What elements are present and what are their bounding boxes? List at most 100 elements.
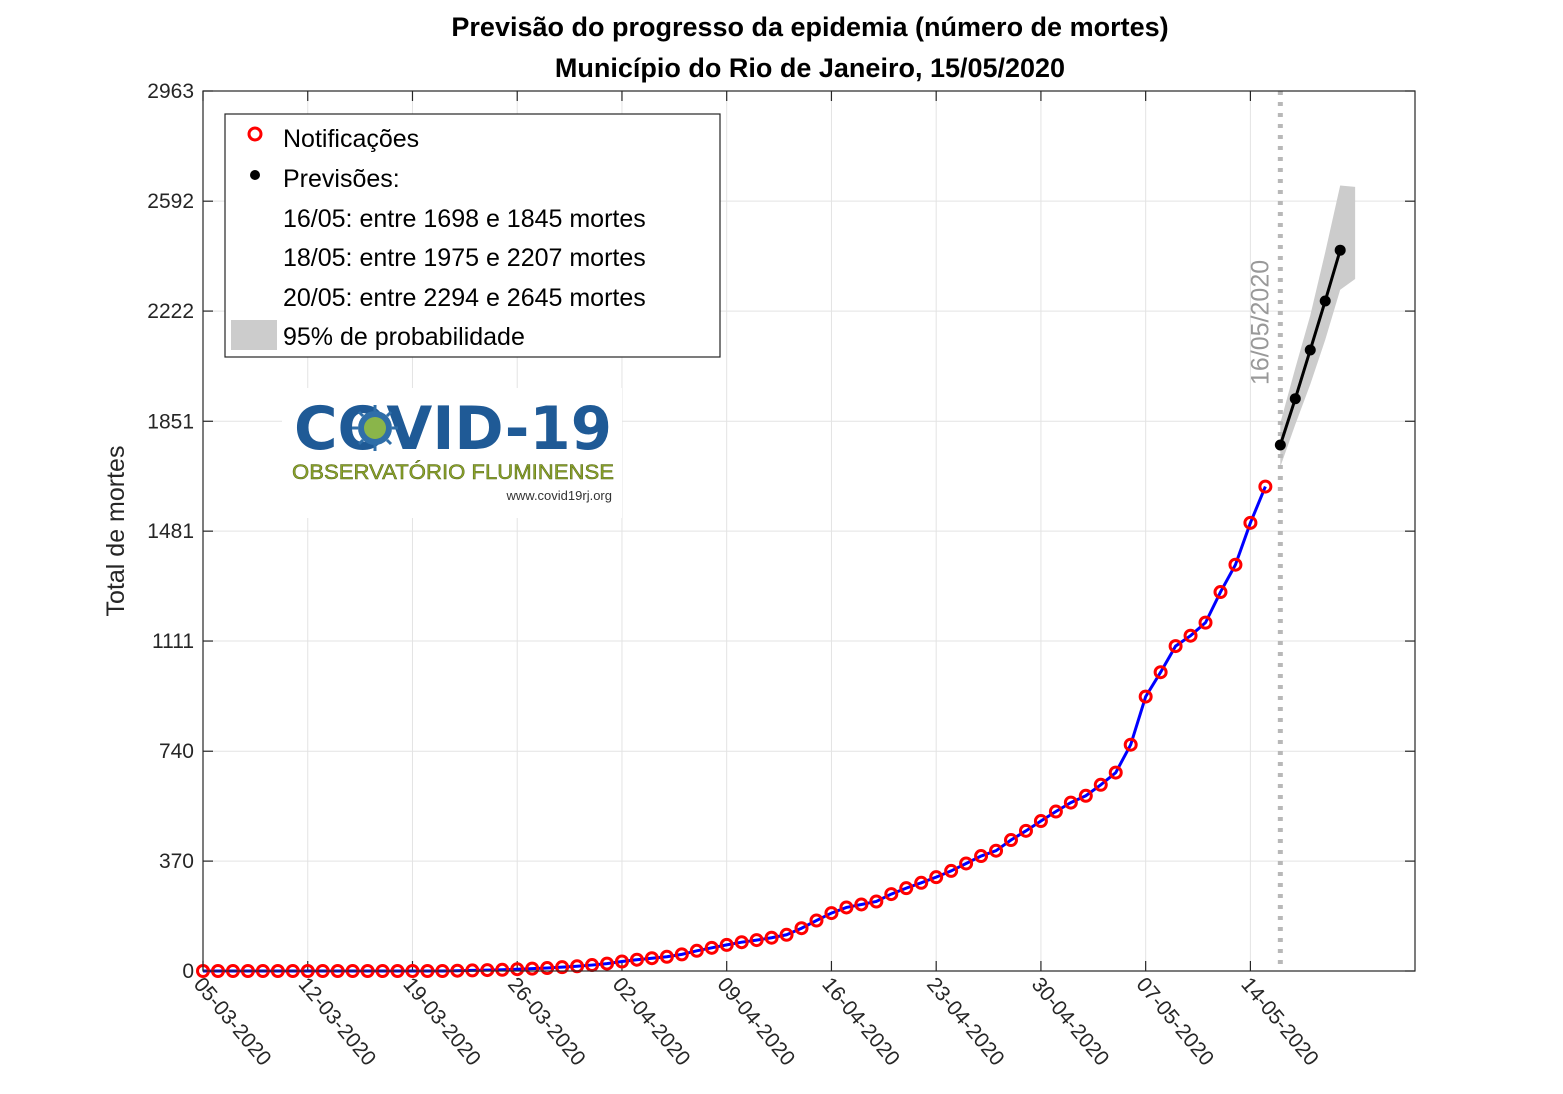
legend-notifications-marker	[247, 126, 263, 142]
logo-title: COVID-19	[294, 394, 612, 464]
forecast-point	[1319, 295, 1331, 307]
notification-point	[1138, 689, 1153, 704]
legend-note-1: 16/05: entre 1698 e 1845 mortes	[283, 205, 646, 233]
notification-point	[1243, 515, 1258, 530]
notification-point	[689, 943, 704, 958]
notification-point	[1063, 795, 1078, 810]
notifications-markers	[196, 479, 1273, 978]
notification-point	[644, 951, 659, 966]
forecast-point	[1334, 244, 1346, 256]
notification-point	[659, 949, 674, 964]
notification-point	[869, 894, 884, 909]
notification-point	[719, 937, 734, 952]
notification-point	[974, 849, 989, 864]
notification-point	[749, 933, 764, 948]
notification-point	[629, 952, 644, 967]
notification-point	[600, 956, 614, 971]
notification-point	[959, 856, 974, 871]
notification-point	[570, 959, 585, 974]
x-tick-label: 12-03-2020	[294, 973, 381, 1070]
legend-note-3: 20/05: entre 2294 e 2645 mortes	[283, 284, 646, 312]
notification-point	[510, 962, 525, 977]
notification-point	[1093, 777, 1108, 792]
legend-band-label: 95% de probabilidade	[283, 323, 525, 351]
logo-subtitle: OBSERVATÓRIO FLUMINENSE	[292, 461, 614, 484]
notification-point	[884, 887, 899, 902]
x-tick-label: 23-04-2020	[922, 973, 1009, 1070]
chart-title-line-2: Município do Rio de Janeiro, 15/05/2020	[555, 53, 1065, 83]
y-axis-label: Total de mortes	[102, 446, 130, 617]
covid19-logo: COVID-19 OBSERVATÓRIO FLUMINENSE www.cov…	[282, 388, 622, 518]
axes-box	[202, 90, 1416, 972]
notification-point	[764, 930, 779, 945]
legend-note-2: 18/05: entre 1975 e 2207 mortes	[283, 244, 646, 272]
legend-forecast-label: Previsões:	[283, 165, 400, 193]
forecast-point	[1289, 393, 1301, 405]
notification-point	[989, 843, 1004, 858]
notification-point	[734, 935, 749, 950]
x-tick-label: 14-05-2020	[1236, 973, 1323, 1070]
legend-box	[224, 113, 721, 358]
notification-point	[944, 863, 959, 878]
notification-point	[1033, 814, 1048, 829]
x-tick-label: 16-04-2020	[817, 973, 904, 1070]
notification-point	[1048, 804, 1063, 819]
notification-point	[614, 954, 629, 969]
x-tick-label: 02-04-2020	[608, 973, 695, 1070]
notification-point	[1123, 737, 1138, 752]
notification-point	[1168, 639, 1183, 654]
logo-url: www.covid19rj.org	[506, 488, 613, 503]
x-tick-label: 07-05-2020	[1132, 973, 1219, 1070]
notification-point	[839, 900, 854, 915]
x-tick-label: 19-03-2020	[398, 973, 485, 1070]
notification-point	[914, 875, 929, 890]
forecast-point	[1304, 344, 1316, 356]
notification-point	[1153, 665, 1168, 680]
forecast-markers	[1274, 244, 1346, 451]
legend-band-swatch	[231, 320, 277, 350]
y-tick-label: 2592	[147, 190, 194, 213]
forecast-point	[1274, 439, 1286, 451]
notification-point	[555, 960, 570, 975]
x-tick-label: 05-03-2020	[189, 973, 276, 1070]
notification-point	[480, 963, 495, 978]
notification-point	[704, 940, 719, 955]
notification-point	[1198, 615, 1213, 630]
notification-point	[1018, 823, 1033, 838]
notification-point	[1108, 765, 1123, 780]
x-tick-label: 09-04-2020	[713, 973, 800, 1070]
y-tick-label: 740	[159, 740, 194, 763]
notification-point	[1228, 557, 1243, 572]
notification-point	[495, 962, 510, 977]
notification-point	[824, 906, 839, 921]
notification-point	[899, 881, 914, 896]
y-tick-label: 1851	[147, 410, 194, 433]
virus-icon	[352, 405, 398, 451]
logo-background	[282, 388, 622, 518]
notification-point	[1213, 585, 1228, 600]
notification-point	[1004, 833, 1018, 848]
notification-point	[1078, 788, 1093, 803]
notification-point	[525, 961, 540, 976]
legend: Notificações Previsões: 16/05: entre 169…	[224, 113, 721, 358]
notification-point	[854, 897, 869, 912]
notification-point	[1258, 479, 1273, 494]
notification-point	[794, 921, 809, 936]
legend-notifications-label: Notificações	[283, 125, 419, 153]
y-tick-label: 370	[159, 850, 194, 873]
y-tick-label: 1111	[152, 630, 194, 653]
y-tick-label: 2222	[147, 300, 194, 323]
forecast-date-label: 16/05/2020	[1246, 260, 1274, 385]
x-tick-label: 30-04-2020	[1027, 973, 1114, 1070]
chart-title-line-1: Previsão do progresso da epidemia (númer…	[451, 12, 1168, 42]
y-tick-label: 1481	[147, 520, 194, 543]
notification-point	[540, 961, 555, 976]
notification-point	[1183, 628, 1198, 643]
notification-point	[809, 913, 824, 928]
legend-forecast-marker	[250, 170, 260, 180]
y-tick-label: 2963	[147, 80, 194, 103]
notification-point	[779, 927, 794, 942]
y-tick-label: 0	[182, 960, 194, 983]
notification-point	[674, 947, 689, 962]
